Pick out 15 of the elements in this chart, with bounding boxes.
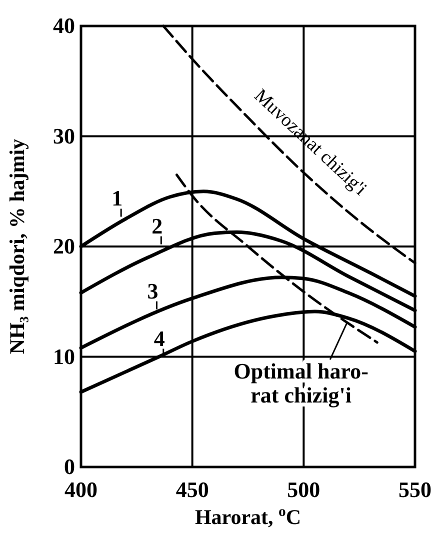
- annotation: 4: [154, 326, 165, 351]
- annotation: 2: [152, 213, 163, 238]
- x-tick-label: 550: [398, 477, 432, 502]
- annotation: 3: [147, 278, 158, 304]
- y-tick-label: 20: [53, 234, 75, 258]
- x-tick-label: 500: [287, 477, 320, 502]
- x-tick-label: 450: [176, 477, 209, 502]
- y-tick-label: 10: [53, 344, 75, 369]
- annotation: 1: [112, 186, 123, 211]
- x-tick-label: 400: [64, 477, 98, 502]
- x-axis-title: Harorat, $^{o}$C: [194, 504, 302, 529]
- y-tick-label: 30: [53, 123, 75, 148]
- y-axis-title: NH₃ miqdori, % hajmiy: [5, 138, 29, 354]
- y-tick-label: 40: [53, 13, 75, 38]
- y-tick-label: 0: [64, 454, 75, 479]
